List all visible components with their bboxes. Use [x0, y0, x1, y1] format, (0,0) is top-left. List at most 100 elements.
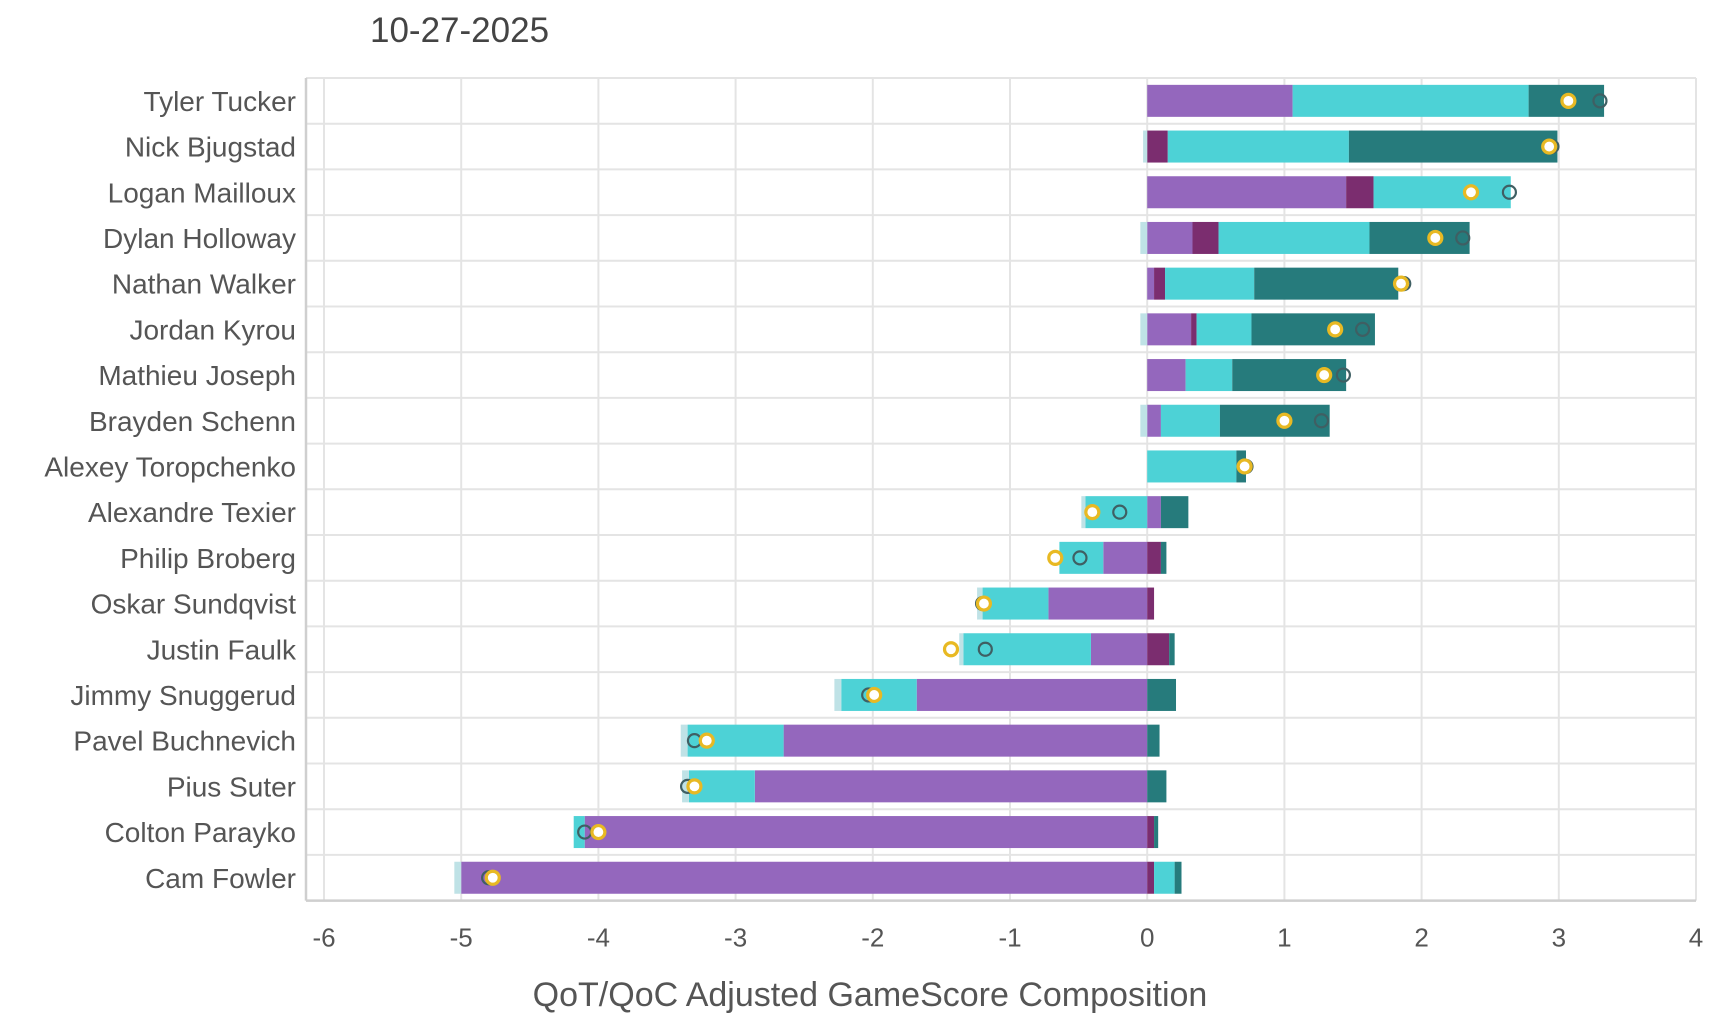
bar-segment-teal [1369, 221, 1470, 254]
player-label: Colton Parayko [105, 817, 296, 848]
bar-segment-purple [1048, 587, 1148, 620]
bar-segment-purple [1147, 359, 1186, 392]
bar-segment-light [959, 633, 964, 666]
player-label: Cam Fowler [145, 863, 296, 894]
player-label: Alexandre Texier [88, 497, 296, 528]
marker-hollow-circle [1112, 504, 1128, 520]
category-labels: Tyler Tucker Nick Bjugstad Logan Mailloux D… [44, 86, 297, 894]
bar-segment-dark-purple [1346, 176, 1374, 209]
bar-segment-purple [1090, 633, 1148, 666]
player-label: Pavel Buchnevich [73, 726, 296, 757]
bar-segment-purple [1147, 84, 1293, 117]
x-tick-label: 4 [1689, 923, 1703, 953]
bar-segment-cyan [1185, 359, 1233, 392]
bar-segment-purple [754, 770, 1148, 803]
bar-segment-cyan [1218, 221, 1370, 254]
bar-segment-cyan [982, 587, 1049, 620]
bar-segment-purple [1147, 313, 1192, 346]
bar-segment-dark-purple [1192, 221, 1219, 254]
bar-segment-cyan [963, 633, 1091, 666]
player-label: Oskar Sundqvist [91, 589, 297, 620]
bar-segment-light [1081, 496, 1086, 529]
x-tick-label: -6 [312, 923, 335, 953]
bar-segment-teal [1160, 541, 1167, 574]
marker-yellow-circle [1316, 366, 1333, 384]
bar-segment-light [1140, 404, 1148, 437]
player-label: Dylan Holloway [103, 223, 296, 254]
bar-segment-purple [916, 678, 1148, 711]
player-label: Philip Broberg [120, 543, 296, 574]
x-tick-label: -3 [724, 923, 747, 953]
player-label: Tyler Tucker [144, 86, 296, 117]
player-label: Logan Mailloux [108, 177, 296, 208]
marker-yellow-circle [1084, 504, 1101, 521]
bar-segment-teal [1174, 861, 1182, 894]
x-tick-label: -5 [450, 923, 473, 953]
marker-hollow-circle [1501, 184, 1518, 200]
bar-segment-purple [1147, 496, 1161, 529]
player-label: Nathan Walker [112, 269, 296, 300]
marker-hollow-circle [1313, 413, 1330, 429]
bar-segment-teal [1219, 404, 1330, 437]
bar-segment-teal [1254, 267, 1399, 300]
bar-segment-light [1140, 313, 1148, 346]
markers [481, 92, 1608, 886]
x-tick-label: 0 [1140, 923, 1154, 953]
bar-segment-dark-purple [1147, 587, 1155, 620]
bar-segment-dark-purple [1147, 816, 1155, 849]
player-label: Brayden Schenn [89, 406, 296, 437]
marker-yellow-circle [1427, 229, 1444, 247]
bar-segment-dark-purple [1147, 541, 1161, 574]
marker-hollow-circle [1355, 321, 1371, 337]
bar-segment-teal [1147, 724, 1160, 757]
grid [304, 77, 1697, 902]
player-label: Nick Bjugstad [125, 132, 296, 163]
marker-yellow-circle [686, 778, 703, 795]
bars [454, 84, 1605, 894]
bar-segment-cyan [1154, 861, 1175, 894]
bar-segment-purple [1103, 541, 1148, 574]
player-label: Justin Faulk [147, 634, 297, 665]
bar-segment-cyan [1196, 313, 1252, 346]
x-tick-label: 3 [1552, 923, 1566, 953]
marker-yellow-circle [1541, 138, 1558, 155]
x-tick-label: 2 [1414, 923, 1428, 953]
marker-hollow-circle [1455, 230, 1471, 246]
bar-segment-cyan [1147, 450, 1237, 483]
bar-segment-light [834, 678, 842, 711]
marker-yellow-circle [1392, 275, 1410, 292]
chart-date: 10-27-2025 [370, 11, 549, 50]
marker-yellow-circle [484, 869, 501, 886]
bar-segment-teal [1160, 496, 1189, 529]
bar-segment-purple [1147, 404, 1161, 437]
marker-yellow-circle [975, 595, 993, 612]
bar-segment-cyan [1167, 130, 1349, 163]
bar-segment-light [1143, 130, 1148, 163]
bar-segment-cyan [1160, 404, 1220, 437]
marker-yellow-circle [1327, 321, 1344, 338]
marker-hollow-circle [1335, 367, 1351, 383]
bar-segment-light [1140, 221, 1148, 254]
bar-segment-light [682, 770, 689, 803]
bar-segment-purple [584, 816, 1148, 849]
bar-segment-dark-purple [1147, 861, 1155, 894]
bar-segment-purple [783, 724, 1148, 757]
marker-yellow-circle [1236, 458, 1253, 475]
bar-segment-purple [1147, 221, 1193, 254]
bar-segment-purple [461, 861, 1148, 894]
bar-segment-light [454, 861, 462, 894]
bar-segment-light [680, 724, 688, 757]
bar-segment-teal [1169, 633, 1175, 666]
bar-segment-teal [1147, 770, 1167, 803]
x-tick-label: -4 [587, 923, 610, 953]
bar-segment-dark-purple [1191, 313, 1197, 346]
marker-yellow-circle [1560, 92, 1577, 109]
marker-yellow-circle [698, 732, 715, 749]
bar-segment-dark-purple [1154, 267, 1166, 300]
x-tick-label: 1 [1277, 923, 1291, 953]
bar-segment-teal [1251, 313, 1375, 346]
bar-segment-teal [1348, 130, 1558, 163]
bar-segment-cyan [1165, 267, 1255, 300]
